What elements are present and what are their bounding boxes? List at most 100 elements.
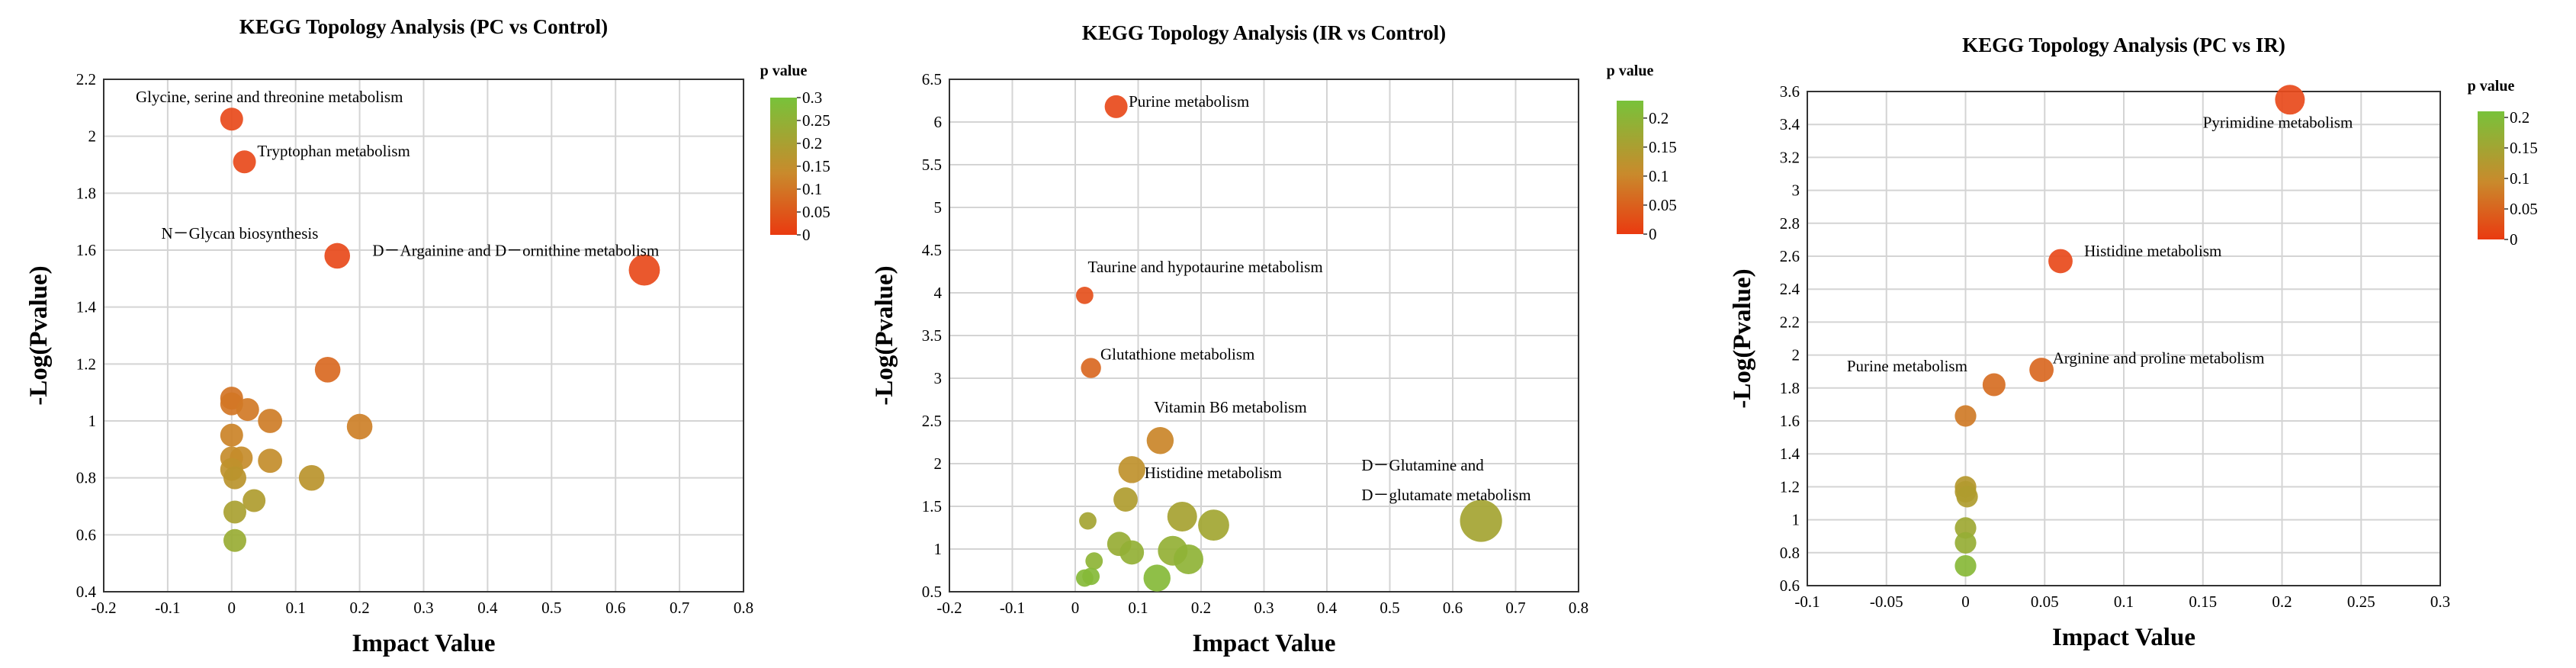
data-point [1956,486,1978,508]
chart-panel-3: -0.1 -0.05 0 0.05 0.1 0.15 0.2 0.25 0.3 0.6 0.8 1 1.… [1729,34,2538,651]
data-point [236,398,259,422]
point-annotation: Taurine and hypotaurine metabolism [1088,258,1323,276]
y-tick-label: 2 [88,127,97,146]
colorbar-tick-label: 0.05 [1649,196,1677,214]
point-annotation: Purine metabolism [1847,357,1967,375]
x-tick-label: -0.2 [936,599,962,617]
x-tick-label: 0.5 [541,599,561,617]
plot-frame [103,79,744,593]
x-tick-label: 0.05 [2031,593,2059,611]
point-annotation: D－glutamate metabolism [1361,486,1531,504]
y-tick-label: 3.6 [1780,82,1800,101]
point-annotation: Glutathione metabolism [1100,345,1254,363]
x-axis-label: Impact Value [1193,630,1336,657]
point-annotation: Histidine metabolism [2084,242,2221,260]
y-tick-label: 3.2 [1780,148,1800,166]
colorbar-tick-label: 0.15 [802,157,830,175]
y-axis-label: -Log(Pvalue) [25,265,53,405]
y-tick-label: 0.6 [76,525,96,544]
colorbar-tick-label: 0 [1649,225,1657,243]
colorbar-tick-label: 0.25 [802,111,830,130]
y-tick-label: 2 [1792,346,1800,365]
y-tick-label: 4 [934,284,943,302]
x-tick-label: 0.2 [1191,599,1211,617]
data-point [258,448,283,474]
x-tick-label: 0.8 [734,599,753,617]
x-tick-label: 0.3 [413,599,433,617]
y-tick-label: 1.6 [76,241,96,259]
y-tick-label: 2.4 [1780,280,1800,298]
x-tick-label: 0.3 [1254,599,1274,617]
y-tick-label: 3.4 [1780,115,1800,133]
point-annotation: D－Glutamine and [1361,456,1484,474]
data-point [1146,427,1174,454]
colorbar-tick-label: 0 [2510,230,2518,249]
y-tick-label: 3 [1792,181,1800,200]
data-point [1104,95,1128,118]
colorbar-tick-label: 0.1 [802,180,822,198]
y-tick-label: 1.6 [1780,412,1800,430]
x-tick-label: 0.6 [1443,599,1463,617]
data-point [1982,373,2006,397]
data-point [1460,499,1502,542]
data-point [233,150,256,174]
y-tick-label: 2.8 [1780,214,1800,233]
colorbar-tick-label: 0.05 [802,203,830,221]
x-tick-label: 0.5 [1380,599,1399,617]
x-tick-label: 0.1 [286,599,306,617]
x-axis-label: Impact Value [352,630,496,657]
y-tick-label: 2.2 [76,70,96,88]
data-point [220,423,243,447]
colorbar [770,98,797,235]
colorbar-title: p value [2468,78,2515,95]
chart-title: KEGG Topology Analysis (PC vs Control) [239,15,608,38]
y-tick-label: 0.8 [76,469,96,487]
data-point [258,409,283,433]
x-tick-label: 0 [228,599,236,617]
colorbar-tick-label: 0.15 [1649,138,1677,156]
data-point [346,413,373,440]
y-tick-label: 2.6 [1780,247,1800,265]
point-annotation: N－Glycan biosynthesis [162,224,319,242]
data-point [314,357,341,383]
x-tick-label: 0.15 [2189,593,2217,611]
x-tick-label: 0.2 [349,599,369,617]
chart-panel-1: -0.2 -0.1 0 0.1 0.2 0.3 0.4 0.5 0.6 0.7 0.8 0.4 0.6 0… [25,15,830,657]
x-tick-label: 0.7 [1505,599,1525,617]
data-point [1198,509,1229,541]
y-tick-label: 4.5 [922,241,942,259]
data-point [223,528,246,552]
y-tick-label: 1.2 [1780,477,1800,496]
colorbar-tick-label: 0.2 [1649,109,1669,127]
data-point [223,466,246,490]
x-tick-label: -0.1 [1000,599,1025,617]
y-tick-label: 0.8 [1780,544,1800,562]
data-point [1954,554,1977,577]
colorbar-tick-label: 0.05 [2510,200,2538,218]
point-annotation: Pyrimidine metabolism [2203,114,2353,132]
plot-frame [1807,91,2441,586]
data-point [223,500,246,524]
chart-title: KEGG Topology Analysis (PC vs IR) [1962,34,2285,56]
y-axis-label: -Log(Pvalue) [871,265,898,405]
data-point [1143,564,1171,592]
colorbar [1617,101,1643,234]
x-tick-label: -0.1 [155,599,180,617]
data-point [1085,552,1103,570]
y-tick-label: 1 [934,540,943,558]
chart-title: KEGG Topology Analysis (IR vs Control) [1082,21,1446,44]
data-point [1113,487,1138,512]
x-tick-label: 0 [1961,593,1970,611]
data-point [628,254,660,286]
data-point [2029,358,2054,382]
x-tick-label: 0.3 [2430,593,2450,611]
colorbar-tick-label: 0.3 [802,88,822,107]
y-tick-label: 6 [934,113,943,131]
y-tick-label: 0.5 [922,583,942,601]
point-annotation: Purine metabolism [1129,92,1249,111]
x-tick-label: 0.8 [1569,599,1588,617]
data-point [298,464,325,491]
y-tick-label: 3 [934,369,943,387]
point-annotation: Vitamin B6 metabolism [1154,398,1307,416]
y-tick-label: 5 [934,198,943,217]
